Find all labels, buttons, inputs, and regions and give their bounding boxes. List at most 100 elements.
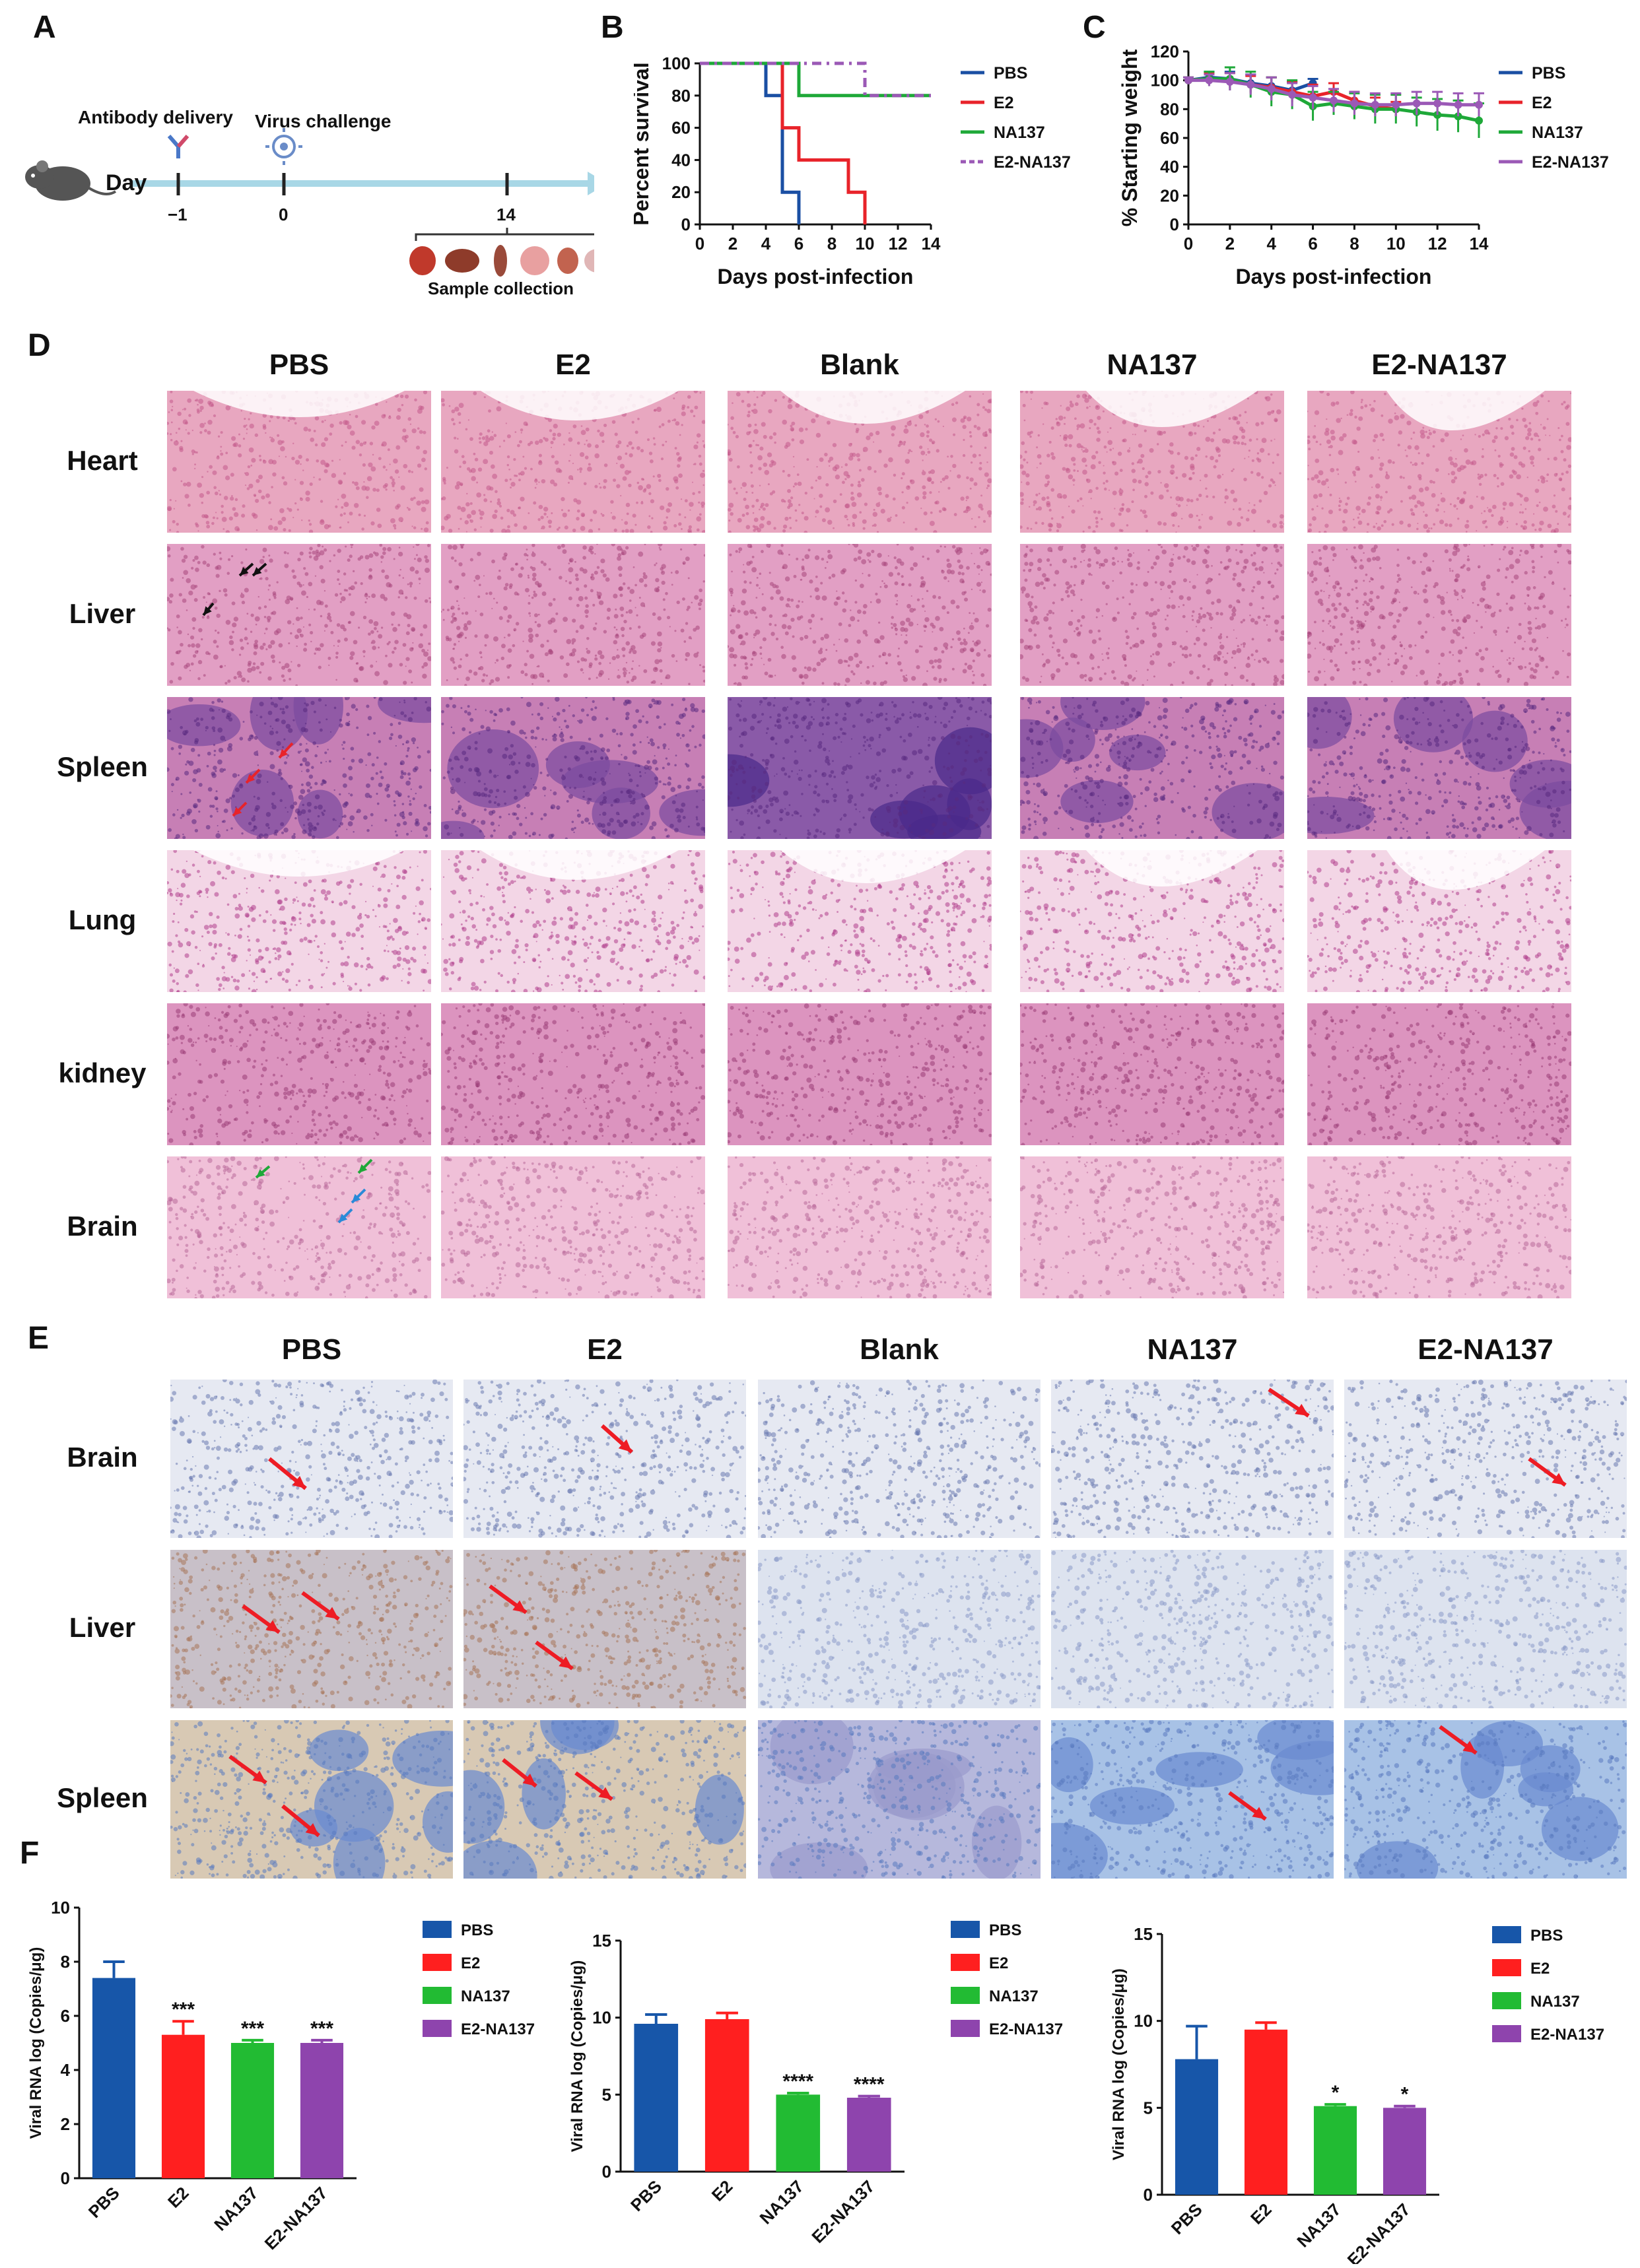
sample-collection-label: Sample collection <box>428 279 574 299</box>
arrow-head <box>325 1607 339 1619</box>
histology-image-kidney-blank <box>728 1003 992 1145</box>
bar-na137 <box>1313 2106 1357 2195</box>
arrow-head <box>279 749 288 758</box>
x-tick-label: 12 <box>889 234 908 253</box>
bar-e2-na137 <box>1383 2108 1427 2195</box>
y-tick-label: 6 <box>61 2006 70 2026</box>
x-tick-label: 10 <box>1386 234 1406 253</box>
viral-rna-chart-g: 0 5 10 15 Viral RNA log (Copies/μg) PBS E2 ****… <box>568 1921 1063 2247</box>
arrow-head <box>598 1787 612 1799</box>
histology-image-kidney-e2 <box>441 1003 705 1145</box>
x-tick-label: 6 <box>1308 234 1317 253</box>
data-point <box>1309 93 1317 102</box>
legend-swatch <box>423 1987 452 2004</box>
ihc-image-spleen-na137 <box>1051 1720 1334 1879</box>
ihc-image-spleen-e2-na137 <box>1344 1720 1627 1879</box>
x-tick-label: E2-NA137 <box>807 2176 878 2247</box>
y-tick-label: 0 <box>1144 2185 1153 2205</box>
histology-image-heart-e2 <box>441 391 705 533</box>
histology-image-brain-e2 <box>441 1156 705 1298</box>
histology-image-spleen-na137 <box>1020 697 1284 839</box>
bar-na137 <box>776 2094 821 2172</box>
arrow-head <box>233 807 242 816</box>
arrow-head <box>618 1439 632 1452</box>
arrow-head <box>339 1213 348 1222</box>
x-tick-label: E2-NA137 <box>261 2183 331 2253</box>
arrow-head <box>522 1774 536 1786</box>
histology-image-liver-na137 <box>1020 544 1284 686</box>
y-tick-label: 2 <box>61 2114 70 2134</box>
arrow-head <box>253 567 262 576</box>
y-tick-label: 15 <box>1134 1924 1153 1944</box>
arrow-head <box>246 774 256 783</box>
histology-column-pbs: PBS <box>160 349 438 382</box>
histology-column-e2-na137: E2-NA137 <box>1301 349 1578 382</box>
weight-chart: 0 20 40 60 80 100 120 0 2 4 6 8 10 12 14 Days post-infe… <box>1118 42 1609 288</box>
x-tick-label: PBS <box>627 2176 666 2215</box>
legend-label: PBS <box>994 64 1027 83</box>
y-tick-label: 40 <box>671 150 691 170</box>
arrow-head <box>256 1169 265 1178</box>
y-tick-label: 5 <box>1144 2098 1153 2118</box>
bar-na137 <box>230 2043 275 2178</box>
panel-label-d: D <box>28 327 51 364</box>
legend-swatch <box>423 1921 452 1938</box>
histology-image-lung-blank <box>728 850 992 992</box>
legend-label: E2 <box>1530 1960 1550 1978</box>
ihc-image-liver-e2 <box>463 1550 746 1708</box>
antibody-icon <box>167 135 189 158</box>
legend-swatch <box>1492 1992 1521 2009</box>
bar-e2 <box>704 2019 749 2172</box>
organ-icons <box>409 245 611 277</box>
histology-image-spleen-blank <box>728 697 992 839</box>
data-point <box>1184 76 1192 84</box>
x-tick-label: 4 <box>1266 234 1276 253</box>
x-tick-label: 2 <box>728 234 737 253</box>
histology-row-lung: Lung <box>26 904 178 936</box>
x-tick-label: 12 <box>1428 234 1447 253</box>
data-point <box>1247 81 1255 89</box>
x-tick-label: PBS <box>85 2183 123 2222</box>
histology-image-liver-pbs <box>167 544 431 686</box>
legend-label: PBS <box>1530 1927 1563 1945</box>
data-point <box>1475 116 1483 125</box>
arrow-head <box>352 1193 361 1203</box>
histology-image-heart-e2-na137 <box>1307 391 1571 533</box>
histology-grid: PBS E2 Blank NA137 E2-NA137 Heart Liver Spleen L… <box>0 343 1640 1298</box>
y-axis-label: Percent survival <box>634 62 653 225</box>
x-tick-label: 6 <box>794 234 803 253</box>
x-tick-label: PBS <box>1167 2199 1206 2238</box>
x-tick-label: 4 <box>761 234 771 253</box>
y-tick-label: 100 <box>662 53 691 73</box>
survival-chart: 0 20 40 60 80 100 0 2 4 6 8 10 12 14 Days post-infecti… <box>634 53 1071 288</box>
data-point <box>1433 99 1442 108</box>
histology-image-lung-na137 <box>1020 850 1284 992</box>
legend-swatch <box>1492 2025 1521 2042</box>
bar-e2-na137 <box>300 2043 344 2178</box>
ihc-image-liver-e2-na137 <box>1344 1550 1627 1708</box>
x-tick-label: 8 <box>1350 234 1359 253</box>
virus-challenge-label: Virus challenge <box>255 111 391 132</box>
data-point <box>1371 100 1379 109</box>
data-point <box>1225 77 1234 86</box>
legend-label: NA137 <box>994 123 1045 142</box>
arrow-head <box>1295 1403 1309 1416</box>
histology-image-liver-e2 <box>441 544 705 686</box>
significance-label: **** <box>782 2071 813 2092</box>
histology-column-e2: E2 <box>434 349 712 382</box>
significance-label: *** <box>310 2018 333 2040</box>
ihc-column-e2: E2 <box>466 1333 743 1366</box>
tick-label-minus1: −1 <box>168 205 188 225</box>
x-axis-label: Days post-infection <box>1236 265 1432 288</box>
tick-label-14: 14 <box>496 205 516 225</box>
data-point <box>1475 100 1483 109</box>
legend-label: PBS <box>989 1921 1021 1939</box>
viral-rna-chart-h: 0 5 10 15 Viral RNA log (Copies/μg) PBS E2 * NA1… <box>1110 1924 1604 2264</box>
ihc-image-brain-na137 <box>1051 1380 1334 1538</box>
ihc-column-e2-na137: E2-NA137 <box>1347 1333 1624 1366</box>
histology-image-lung-e2 <box>441 850 705 992</box>
x-tick-label: NA137 <box>210 2183 261 2234</box>
ihc-column-blank: Blank <box>761 1333 1038 1366</box>
y-tick-label: 10 <box>51 1898 70 1918</box>
timeline-panel: Day Antibody delivery Virus challenge −1… <box>0 0 611 317</box>
